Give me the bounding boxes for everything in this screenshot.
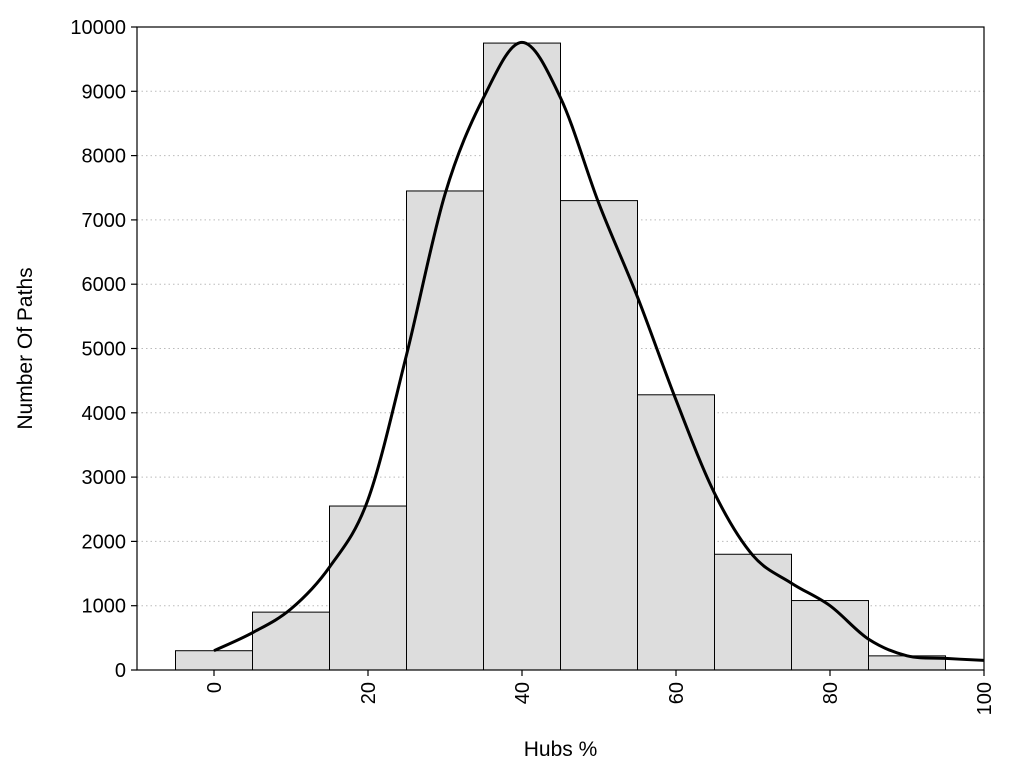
bar-50 <box>560 200 638 671</box>
x-tick-label-80: 80 <box>820 682 842 704</box>
x-tick-label-100: 100 <box>974 682 996 715</box>
bar-60 <box>637 394 715 671</box>
y-tick-label-7000: 7000 <box>82 210 127 232</box>
x-tick-label-40: 40 <box>512 682 534 704</box>
bar-20 <box>329 505 407 671</box>
y-tick-label-5000: 5000 <box>82 339 127 361</box>
y-tick-label-1000: 1000 <box>82 596 127 618</box>
y-tick-label-0: 0 <box>115 660 126 682</box>
y-tick-label-6000: 6000 <box>82 274 127 296</box>
y-tick-label-8000: 8000 <box>82 146 127 168</box>
bar-10 <box>252 611 330 671</box>
y-tick-label-9000: 9000 <box>82 81 127 103</box>
y-tick-label-4000: 4000 <box>82 403 127 425</box>
bar-80 <box>791 600 869 671</box>
bar-0 <box>175 650 253 671</box>
bar-30 <box>406 190 484 671</box>
y-tick-label-10000: 10000 <box>70 17 126 39</box>
y-tick-label-2000: 2000 <box>82 531 127 553</box>
bars <box>175 42 946 671</box>
density-curve-line <box>213 40 985 662</box>
y-axis-title: Number Of Paths <box>14 267 37 429</box>
y-tick-label-3000: 3000 <box>82 467 127 489</box>
x-tick-label-20: 20 <box>358 682 380 704</box>
bar-40 <box>483 42 561 671</box>
x-tick-label-60: 60 <box>666 682 688 704</box>
density-curve <box>213 40 985 662</box>
x-axis-title: Hubs % <box>524 738 598 761</box>
axis-ticks: 0100020003000400050006000700080009000100… <box>70 17 996 715</box>
x-tick-label-0: 0 <box>204 682 226 693</box>
bar-70 <box>714 553 792 671</box>
